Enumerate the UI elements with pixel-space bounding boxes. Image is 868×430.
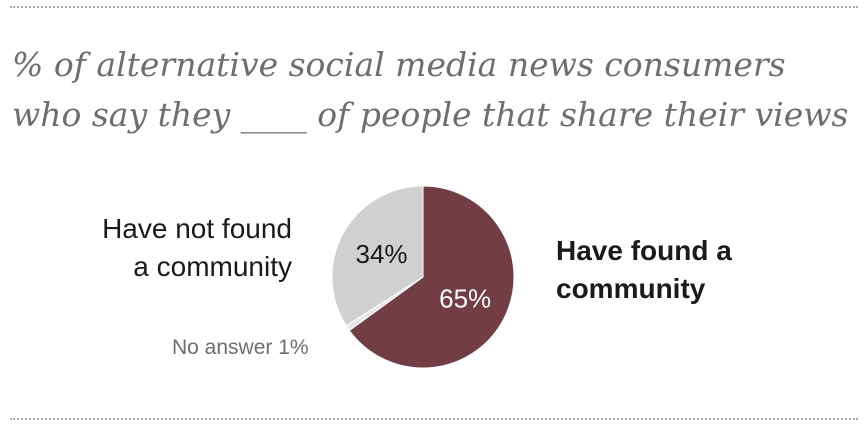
top-dotted-rule xyxy=(10,6,858,8)
not-found-label: Have not found a community xyxy=(40,210,292,286)
chart-title: % of alternative social media news consu… xyxy=(12,40,862,140)
not-found-label-line-2: a community xyxy=(133,251,292,282)
not-found-label-line-1: Have not found xyxy=(102,213,292,244)
pie-value-label-found: 65% xyxy=(439,283,491,313)
bottom-dotted-rule xyxy=(10,418,858,420)
chart-title-line-1: % of alternative social media news consu… xyxy=(12,45,786,84)
found-label-line-1: Have found a xyxy=(556,235,732,266)
pie-value-label-not-found: 34% xyxy=(356,239,408,269)
found-label: Have found a community xyxy=(556,232,856,308)
found-label-line-2: community xyxy=(556,273,706,304)
chart-title-line-2: who say they ____ of people that share t… xyxy=(12,95,849,134)
pie-slice-not-found xyxy=(331,185,424,327)
pie-slice-found xyxy=(348,185,515,369)
no-answer-label: No answer 1% xyxy=(172,336,309,359)
